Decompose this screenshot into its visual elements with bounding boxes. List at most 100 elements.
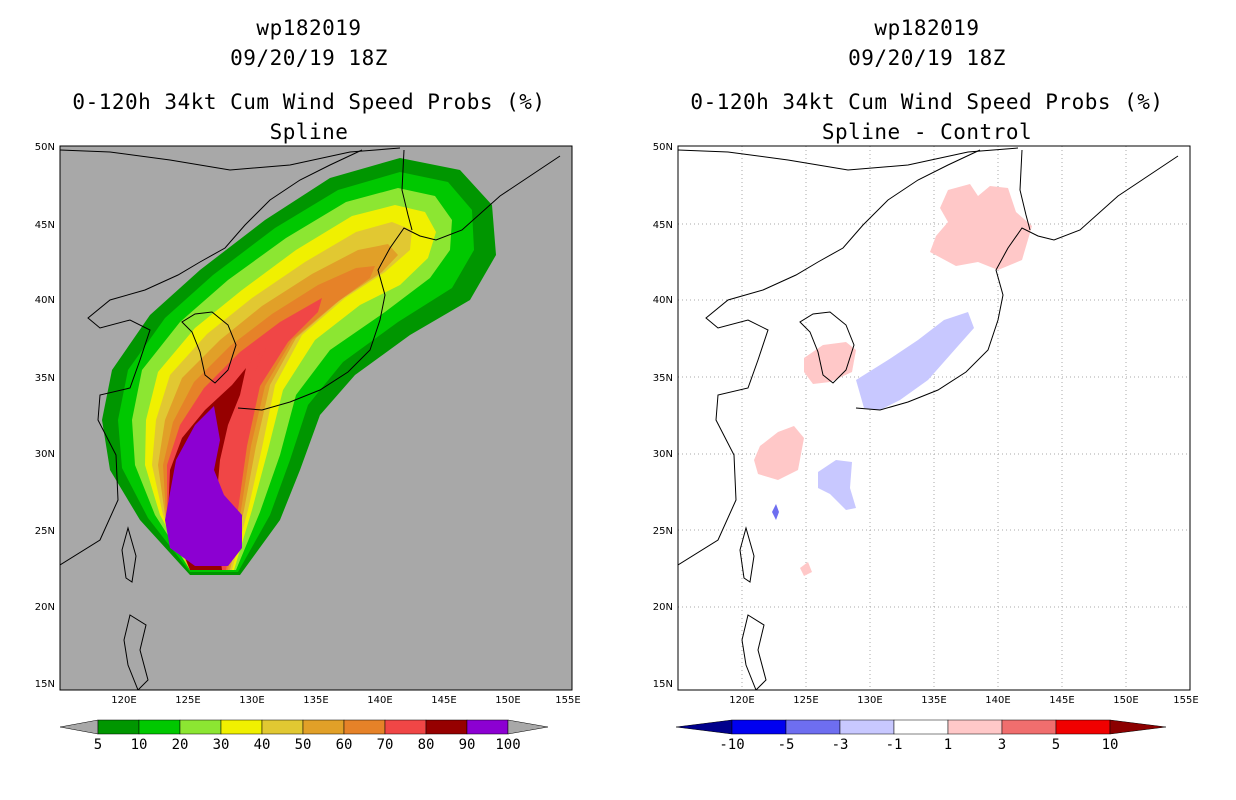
svg-text:35N: 35N [653, 373, 673, 384]
datetime-title: 09/20/19 18Z [848, 46, 1006, 70]
colorbar-box-8 [425, 719, 468, 735]
colorbar-tick-label: -10 [719, 737, 744, 753]
difference-colorbar: -10 -5 -3 -1 1 3 5 10 [675, 719, 1167, 753]
map-frame [677, 145, 1191, 691]
svg-text:40N: 40N [35, 295, 55, 306]
colorbar-box-4 [947, 719, 1003, 735]
subtitle: Spline [269, 120, 349, 144]
product-title: 0-120h 34kt Cum Wind Speed Probs (%) [690, 90, 1164, 114]
colorbar-box-7 [384, 719, 427, 735]
negative-area-south [818, 460, 856, 510]
difference-panel: wp182019 09/20/19 18Z 0-120h 34kt Cum Wi… [618, 0, 1236, 800]
negative-spot [772, 504, 779, 520]
colorbar-box-3 [220, 719, 263, 735]
svg-text:145E: 145E [431, 695, 456, 706]
colorbar-box-5 [1001, 719, 1057, 735]
probability-colorbar: 5 10 20 30 40 50 60 70 80 90 100 [59, 719, 549, 753]
product-title: 0-120h 34kt Cum Wind Speed Probs (%) [72, 90, 546, 114]
extend-triangle-high [507, 719, 549, 735]
svg-text:155E: 155E [555, 695, 580, 706]
colorbar-box-6 [1055, 719, 1111, 735]
colorbar-tick-label: 70 [377, 737, 394, 753]
contour-100 [165, 406, 242, 566]
coastline-japan [237, 155, 561, 411]
svg-text:120E: 120E [111, 695, 136, 706]
colorbar-tick-label: 90 [459, 737, 476, 753]
svg-text:150E: 150E [495, 695, 520, 706]
svg-text:45N: 45N [35, 220, 55, 231]
colorbar-box-0 [97, 719, 140, 735]
coastline-1 [60, 149, 363, 566]
datetime-title: 09/20/19 18Z [230, 46, 388, 70]
colorbar-tick-label: 3 [998, 737, 1006, 753]
colorbar-tick-label: -3 [832, 737, 849, 753]
colorbar-box-2 [179, 719, 222, 735]
colorbar-tick-label: 50 [295, 737, 312, 753]
coastline-japan [855, 155, 1179, 411]
colorbar-box-3 [893, 719, 949, 735]
svg-text:135E: 135E [921, 695, 946, 706]
svg-text:155E: 155E [1173, 695, 1198, 706]
svg-text:130E: 130E [239, 695, 264, 706]
probability-contours [60, 147, 561, 690]
colorbar-tick-label: 30 [213, 737, 230, 753]
spline-map: 120E 125E 130E 135E 140E 145E 150E 155E … [35, 142, 581, 753]
colorbar-tick-label: -1 [886, 737, 903, 753]
svg-text:20N: 20N [653, 602, 673, 613]
storm-id-title: wp182019 [874, 16, 980, 40]
colorbar-tick-label: 5 [1052, 737, 1060, 753]
extend-triangle-low [675, 719, 733, 735]
svg-text:35N: 35N [35, 373, 55, 384]
lon-axis: 120E 125E 130E 135E 140E 145E 150E 155E [729, 695, 1198, 706]
svg-text:135E: 135E [303, 695, 328, 706]
map-frame [59, 145, 573, 691]
lon-axis: 120E 125E 130E 135E 140E 145E 150E 155E [111, 695, 580, 706]
colorbar-tick-label: 20 [172, 737, 189, 753]
positive-spot [800, 562, 812, 576]
svg-text:125E: 125E [793, 695, 818, 706]
colorbar-box-2 [839, 719, 895, 735]
positive-area-china [754, 426, 804, 480]
coastline-korea [799, 311, 855, 384]
svg-text:150E: 150E [1113, 695, 1138, 706]
svg-text:50N: 50N [653, 142, 673, 153]
colorbar-box-4 [261, 719, 304, 735]
spline-panel: wp182019 09/20/19 18Z 0-120h 34kt Cum Wi… [35, 16, 581, 753]
colorbar-tick-label: 1 [944, 737, 952, 753]
storm-id-title: wp182019 [256, 16, 362, 40]
gridlines [678, 146, 1190, 690]
svg-text:140E: 140E [367, 695, 392, 706]
coastline-korea [181, 311, 237, 384]
colorbar-box-0 [731, 719, 787, 735]
coastline-north [60, 147, 401, 171]
colorbar-tick-label: 5 [94, 737, 102, 753]
difference-contours [678, 147, 1179, 690]
svg-text:120E: 120E [729, 695, 754, 706]
coastline-philippines [123, 614, 149, 690]
svg-text:50N: 50N [35, 142, 55, 153]
colorbar-box-5 [302, 719, 345, 735]
colorbar-tick-label: 100 [495, 737, 520, 753]
colorbar-tick-label: 10 [131, 737, 148, 753]
svg-text:145E: 145E [1049, 695, 1074, 706]
coastline-philippines [741, 614, 767, 690]
svg-text:25N: 25N [653, 526, 673, 537]
colorbar-tick-label: 40 [254, 737, 271, 753]
colorbar-tick-label: 80 [418, 737, 435, 753]
colorbar-tick-label: 60 [336, 737, 353, 753]
svg-text:25N: 25N [35, 526, 55, 537]
svg-text:40N: 40N [653, 295, 673, 306]
positive-area-north [930, 184, 1032, 270]
difference-map: 120E 125E 130E 135E 140E 145E 150E 155E … [653, 142, 1199, 753]
svg-text:140E: 140E [985, 695, 1010, 706]
coastline-taiwan [121, 526, 137, 583]
colorbar-box-6 [343, 719, 386, 735]
svg-text:30N: 30N [653, 449, 673, 460]
svg-text:130E: 130E [857, 695, 882, 706]
svg-text:20N: 20N [35, 602, 55, 613]
svg-text:45N: 45N [653, 220, 673, 231]
negative-area-japan [856, 312, 974, 410]
coastline-sakhalin [1019, 149, 1031, 231]
colorbar-box-1 [785, 719, 841, 735]
colorbar-box-9 [466, 719, 509, 735]
